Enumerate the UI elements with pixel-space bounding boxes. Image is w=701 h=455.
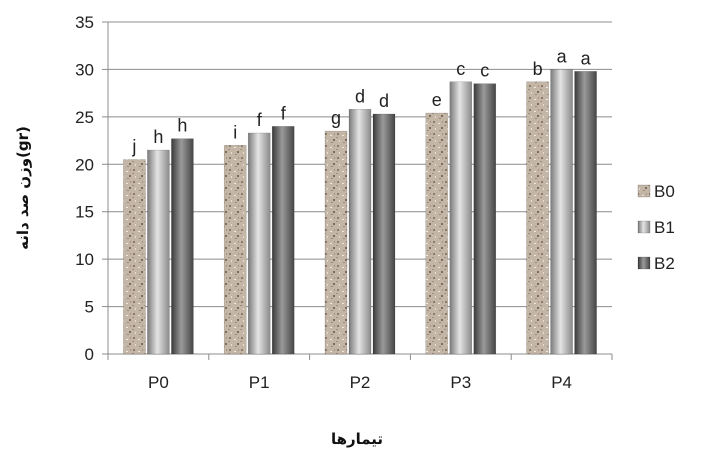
legend-label-b0: B0 [654, 182, 675, 201]
bar-letter-label: e [432, 90, 442, 110]
bar-letter-labels: j hh if f gd d ec c ba a [131, 46, 591, 156]
bar-b0-p4 [526, 81, 549, 355]
x-tick-label: P2 [350, 373, 371, 392]
y-tick-label: 25 [75, 108, 94, 127]
x-axis-title: تیمارها [331, 430, 383, 448]
bar-b1-p4 [550, 69, 573, 355]
bar-b0-p0 [123, 159, 146, 355]
x-tick-labels: P0 P1 P2 P3 P4 [148, 373, 572, 392]
bar-letter-label: f [257, 110, 263, 130]
bar-b2-p1 [271, 126, 295, 355]
bar-b2-p2 [372, 113, 396, 355]
bar-letter-label: b [533, 59, 543, 79]
bar-letter-label: h [153, 127, 163, 147]
bar-b2-p3 [473, 83, 497, 355]
bar-letter-label: d [355, 86, 365, 106]
bar-b1-p2 [348, 109, 372, 355]
bar-letter-label: g [331, 108, 341, 128]
y-tick-labels: 0 5 10 15 20 25 30 35 [75, 13, 94, 364]
x-tick-label: P4 [551, 373, 572, 392]
bar-letter-label: f [281, 103, 287, 123]
bar-letter-label: h [177, 116, 187, 136]
bar-b1-p0 [147, 149, 170, 355]
bar-b2-p4 [574, 71, 597, 355]
y-tick-label: 20 [75, 155, 94, 174]
y-tick-label: 15 [75, 203, 94, 222]
legend-label-b2: B2 [654, 254, 675, 273]
bar-b1-p3 [449, 81, 473, 355]
y-axis-title: وزن صد دانه(gr) [14, 126, 32, 250]
bar-letter-label: a [581, 48, 592, 68]
bar-letter-label: j [131, 137, 136, 157]
legend-label-b1: B1 [654, 218, 675, 237]
bar-b2-p0 [171, 138, 194, 355]
y-tick-label: 5 [85, 298, 94, 317]
legend-swatch-b1 [637, 220, 651, 234]
legend-swatch-b2 [637, 256, 651, 270]
x-tick-label: P3 [450, 373, 471, 392]
y-tick-label: 35 [75, 13, 94, 32]
y-tick-label: 30 [75, 60, 94, 79]
x-tick-label: P0 [148, 373, 169, 392]
bar-letter-label: i [233, 122, 237, 142]
bar-letter-label: d [379, 91, 389, 111]
x-tick-label: P1 [249, 373, 270, 392]
bar-letter-label: a [557, 46, 568, 66]
bar-b0-p3 [425, 112, 449, 355]
legend-swatch-b0 [637, 184, 651, 198]
y-tick-label: 0 [85, 345, 94, 364]
bar-b0-p2 [324, 130, 348, 355]
bar-letter-label: c [456, 59, 465, 79]
bars [123, 69, 597, 355]
bar-b0-p1 [223, 145, 247, 355]
bar-letter-label: c [480, 61, 489, 81]
y-tick-label: 10 [75, 250, 94, 269]
legend: B0 B1 B2 [637, 182, 675, 273]
bar-b1-p1 [247, 132, 271, 355]
